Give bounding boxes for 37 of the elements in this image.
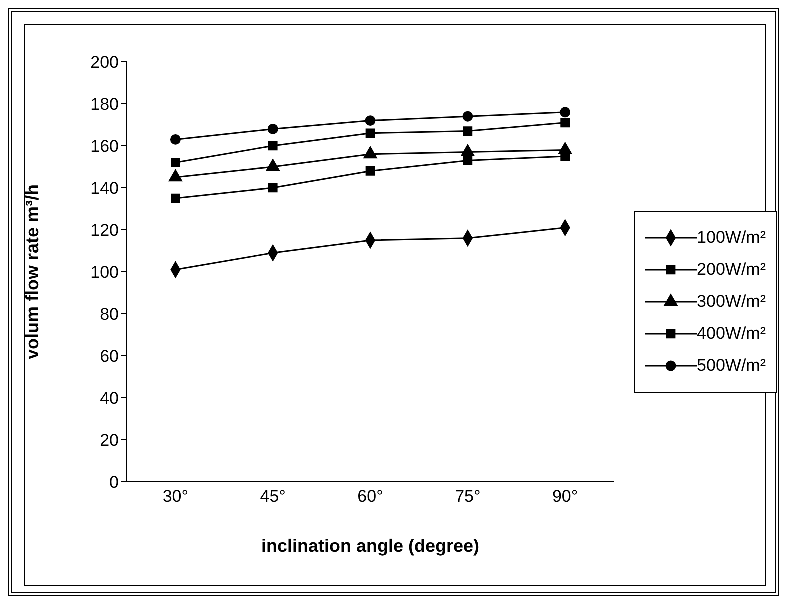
x-tick-label: 75° [455,487,481,506]
legend-label: 200W/m² [697,260,766,280]
x-tick-label: 45° [260,487,286,506]
point [268,141,278,151]
y-tick-label: 140 [90,179,119,198]
point [171,158,180,168]
point [560,118,570,128]
legend-label: 500W/m² [697,356,766,376]
y-tick-label: 20 [100,431,119,450]
y-tick-label: 160 [90,137,119,156]
y-tick-label: 80 [100,305,119,324]
point [560,107,571,118]
legend-label: 300W/m² [697,292,766,312]
x-tick-label: 60° [358,487,384,506]
y-axis-title: volum flow rate m³/h [22,184,42,360]
point [366,166,376,176]
y-tick-label: 0 [110,473,119,492]
legend-label: 400W/m² [697,324,766,344]
y-tick-label: 200 [90,53,119,72]
point [268,183,278,193]
point [268,124,278,134]
x-tick-label: 30° [162,487,189,506]
x-tick-label: 90° [552,487,578,506]
y-tick-label: 180 [90,95,119,114]
point [170,134,181,145]
legend-label: 100W/m² [697,228,766,248]
point [171,194,180,204]
point [463,126,473,136]
point [366,128,376,138]
y-tick-label: 100 [90,263,119,282]
point [365,116,376,126]
y-tick-label: 120 [90,221,119,240]
point [462,111,474,122]
y-tick-label: 40 [100,389,119,408]
point [463,156,473,166]
y-tick-label: 60 [100,347,119,366]
x-axis-title: inclination angle (degree) [262,536,480,556]
